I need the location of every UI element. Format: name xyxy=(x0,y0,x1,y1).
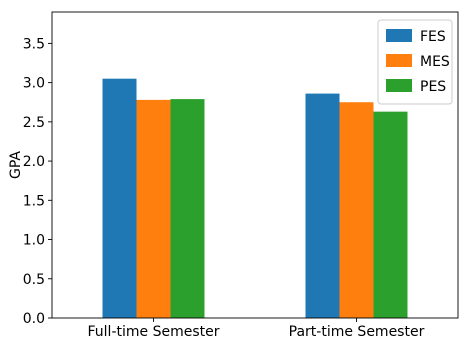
bar-mes-0 xyxy=(136,99,171,318)
bars-group xyxy=(102,78,408,319)
bar-mes-1 xyxy=(339,102,374,318)
y-tick-label: 2.0 xyxy=(23,154,45,170)
bar-fes-0 xyxy=(102,78,137,318)
y-tick-label: 3.0 xyxy=(23,76,45,92)
y-tick-label: 2.5 xyxy=(23,115,45,131)
y-tick-label: 1.5 xyxy=(23,193,45,209)
bar-pes-1 xyxy=(373,111,408,319)
x-tick-label: Part-time Semester xyxy=(289,324,425,339)
y-axis-label: GPA xyxy=(8,151,24,179)
bar-fes-1 xyxy=(305,93,340,318)
legend-label-pes: PES xyxy=(420,79,446,95)
y-tick-label: 0.5 xyxy=(23,272,45,288)
y-tick-label: 1.0 xyxy=(23,233,45,249)
legend: FES MES PES xyxy=(377,19,453,105)
y-axis: 0.0 0.5 1.0 1.5 2.0 2.5 3.0 3.5 xyxy=(23,36,52,327)
y-tick-label: 3.5 xyxy=(23,36,45,52)
legend-swatch-pes xyxy=(386,79,412,92)
bar-pes-0 xyxy=(170,99,205,318)
legend-swatch-mes xyxy=(386,54,412,67)
legend-swatch-fes xyxy=(386,29,412,42)
x-tick-label: Full-time Semester xyxy=(88,324,220,339)
plot-frame xyxy=(51,11,459,319)
legend-label-fes: FES xyxy=(420,29,446,45)
x-axis: Full-time Semester Part-time Semester xyxy=(88,318,425,339)
y-tick-label: 0.0 xyxy=(23,311,45,327)
legend-label-mes: MES xyxy=(420,54,450,70)
